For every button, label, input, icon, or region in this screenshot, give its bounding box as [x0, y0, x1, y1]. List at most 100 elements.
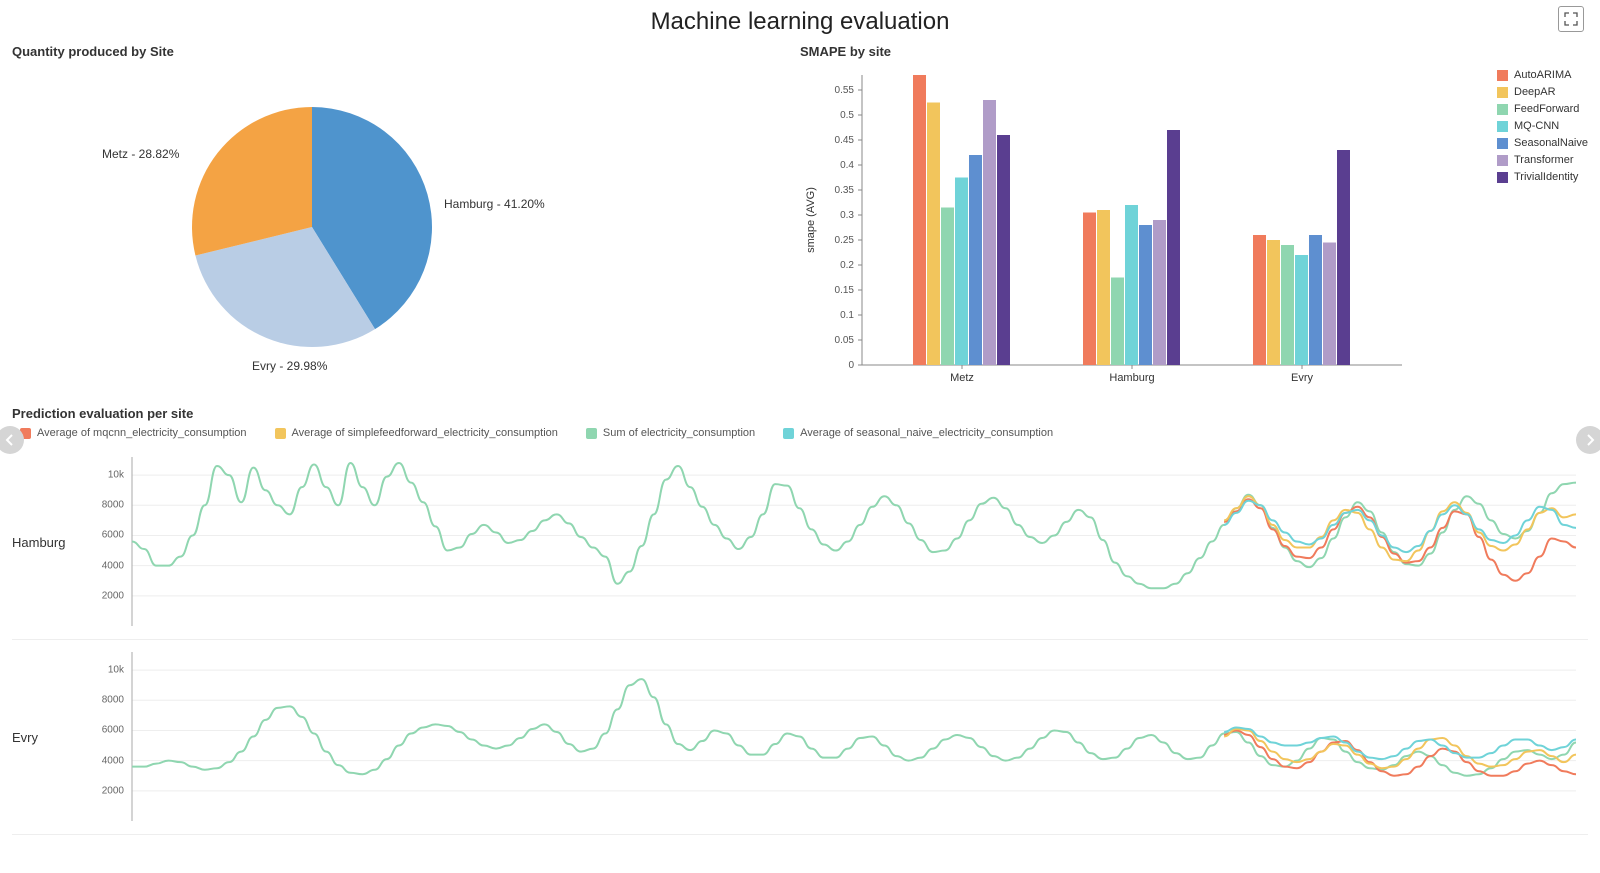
bar[interactable]: [1153, 220, 1166, 365]
pie-chart[interactable]: Hamburg - 41.20% Evry - 29.98% Metz - 28.8…: [12, 67, 800, 387]
svg-text:0.45: 0.45: [835, 135, 855, 146]
series-line[interactable]: [1224, 499, 1576, 580]
legend-label: SeasonalNaive: [1514, 135, 1588, 152]
pie-chart-title: Quantity produced by Site: [12, 40, 800, 67]
legend-item[interactable]: Transformer: [1497, 152, 1588, 169]
bar[interactable]: [955, 178, 968, 366]
legend-swatch: [586, 428, 597, 439]
bar[interactable]: [913, 75, 926, 365]
page-title: Machine learning evaluation: [651, 8, 950, 36]
legend-item[interactable]: FeedForward: [1497, 101, 1588, 118]
line-chart-panel: Evry200040006000800010k: [12, 640, 1588, 835]
legend-swatch: [275, 428, 286, 439]
svg-text:smape (AVG): smape (AVG): [805, 187, 817, 253]
svg-text:Site: Site: [1122, 386, 1143, 387]
fullscreen-icon: [1564, 12, 1578, 26]
series-line[interactable]: [132, 679, 1576, 776]
bar[interactable]: [1125, 205, 1138, 365]
svg-text:0.25: 0.25: [835, 235, 855, 246]
pie-chart-svg: [12, 67, 612, 387]
legend-swatch: [1497, 104, 1508, 115]
bar-chart[interactable]: 00.050.10.150.20.250.30.350.40.450.50.55…: [800, 67, 1588, 387]
y-tick-label: 4000: [90, 755, 124, 766]
legend-swatch: [1497, 155, 1508, 166]
pie-chart-panel: Quantity produced by Site Hamburg - 41.2…: [12, 40, 800, 400]
y-tick-label: 6000: [90, 530, 124, 541]
legend-label: MQ-CNN: [1514, 118, 1559, 135]
bar[interactable]: [1337, 150, 1350, 365]
bar[interactable]: [1111, 278, 1124, 366]
legend-swatch: [1497, 121, 1508, 132]
legend-label: TrivialIdentity: [1514, 169, 1578, 186]
y-tick-label: 10k: [90, 665, 124, 676]
bar[interactable]: [927, 103, 940, 366]
svg-text:0.05: 0.05: [835, 335, 855, 346]
legend-item[interactable]: Average of seasonal_naive_electricity_co…: [783, 427, 1053, 439]
legend-swatch: [1497, 172, 1508, 183]
line-panel-site-label: Hamburg: [12, 445, 84, 639]
bar[interactable]: [1323, 243, 1336, 366]
series-line[interactable]: [1224, 496, 1576, 561]
y-tick-label: 4000: [90, 560, 124, 571]
legend-label: AutoARIMA: [1514, 67, 1571, 84]
y-tick-label: 2000: [90, 590, 124, 601]
svg-text:0.35: 0.35: [835, 185, 855, 196]
legend-item[interactable]: SeasonalNaive: [1497, 135, 1588, 152]
legend-swatch: [783, 428, 794, 439]
legend-item[interactable]: Average of simplefeedforward_electricity…: [275, 427, 558, 439]
bar[interactable]: [983, 100, 996, 365]
legend-swatch: [1497, 70, 1508, 81]
legend-label: DeepAR: [1514, 84, 1556, 101]
bar[interactable]: [1295, 255, 1308, 365]
pie-slice-label: Metz - 28.82%: [102, 147, 179, 161]
legend-label: FeedForward: [1514, 101, 1579, 118]
pie-slice-label: Hamburg - 41.20%: [444, 197, 545, 211]
bar[interactable]: [1097, 210, 1110, 365]
line-chart-panel: Hamburg200040006000800010k: [12, 445, 1588, 640]
bar-chart-svg: 00.050.10.150.20.250.30.350.40.450.50.55…: [800, 67, 1590, 387]
legend-item[interactable]: Sum of electricity_consumption: [586, 427, 755, 439]
y-tick-label: 8000: [90, 695, 124, 706]
bar[interactable]: [969, 155, 982, 365]
bar-chart-title: SMAPE by site: [800, 40, 1588, 67]
legend-label: Average of mqcnn_electricity_consumption: [37, 427, 247, 439]
series-line[interactable]: [132, 463, 1576, 588]
line-chart[interactable]: 2000 4000 6000 8000 10k: [84, 640, 1588, 834]
pie-slice-label: Evry - 29.98%: [252, 359, 327, 373]
series-line[interactable]: [1224, 501, 1576, 552]
bar[interactable]: [1167, 130, 1180, 365]
fullscreen-button[interactable]: [1558, 6, 1584, 32]
bar[interactable]: [941, 208, 954, 366]
legend-label: Sum of electricity_consumption: [603, 427, 755, 439]
bar[interactable]: [1309, 235, 1322, 365]
bar[interactable]: [1267, 240, 1280, 365]
svg-text:0.2: 0.2: [840, 260, 854, 271]
y-tick-label: 2000: [90, 785, 124, 796]
legend-label: Average of simplefeedforward_electricity…: [292, 427, 558, 439]
legend-item[interactable]: Average of mqcnn_electricity_consumption: [20, 427, 247, 439]
legend-item[interactable]: DeepAR: [1497, 84, 1588, 101]
line-chart-svg: [84, 445, 1584, 640]
legend-item[interactable]: MQ-CNN: [1497, 118, 1588, 135]
legend-item[interactable]: AutoARIMA: [1497, 67, 1588, 84]
legend-label: Average of seasonal_naive_electricity_co…: [800, 427, 1053, 439]
bar[interactable]: [997, 135, 1010, 365]
bar-chart-legend: AutoARIMADeepARFeedForwardMQ-CNNSeasonal…: [1497, 67, 1588, 186]
svg-text:0.1: 0.1: [840, 310, 854, 321]
svg-text:0.3: 0.3: [840, 210, 854, 221]
legend-swatch: [1497, 87, 1508, 98]
bar[interactable]: [1139, 225, 1152, 365]
line-section-title: Prediction evaluation per site: [12, 406, 1588, 427]
y-tick-label: 10k: [90, 470, 124, 481]
legend-swatch: [1497, 138, 1508, 149]
legend-item[interactable]: TrivialIdentity: [1497, 169, 1588, 186]
bar[interactable]: [1253, 235, 1266, 365]
y-tick-label: 6000: [90, 725, 124, 736]
bar[interactable]: [1281, 245, 1294, 365]
legend-label: Transformer: [1514, 152, 1574, 169]
svg-text:Hamburg: Hamburg: [1109, 372, 1154, 384]
svg-text:0: 0: [848, 360, 854, 371]
line-chart[interactable]: 200040006000800010k: [84, 445, 1588, 639]
svg-text:0.4: 0.4: [840, 160, 854, 171]
bar[interactable]: [1083, 213, 1096, 366]
